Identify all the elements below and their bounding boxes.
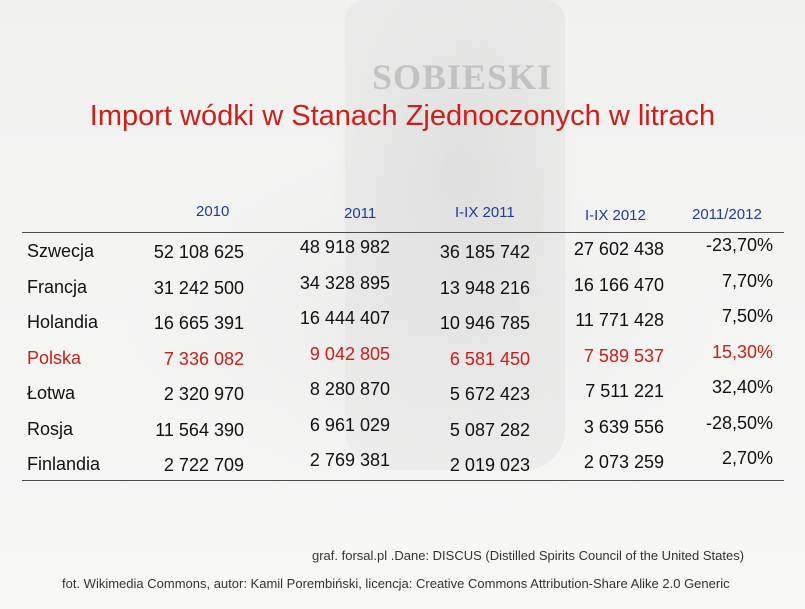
row-value: 16 444 407 bbox=[299, 308, 390, 328]
bottle-brand-text: SOBIESKI bbox=[372, 57, 553, 97]
row-value: 5 087 282 bbox=[449, 419, 530, 440]
row-value: 11 564 390 bbox=[155, 419, 244, 440]
row-country: Polska bbox=[27, 347, 82, 368]
source-note: graf. forsal.pl .Dane: DISCUS (Distilled… bbox=[312, 548, 745, 563]
row-value: 7 511 221 bbox=[585, 381, 664, 401]
row-value: 9 042 805 bbox=[309, 343, 390, 364]
row-value: 16 166 470 bbox=[573, 274, 664, 295]
row-value: 13 948 216 bbox=[439, 277, 530, 298]
row-country: Szwecja bbox=[27, 241, 95, 261]
row-value: 36 185 742 bbox=[439, 242, 530, 262]
row-country: Francja bbox=[27, 276, 88, 297]
row-country: Rosja bbox=[27, 418, 74, 439]
row-value: 27 602 438 bbox=[573, 239, 664, 259]
photo-credit: fot. Wikimedia Commons, autor: Kamil Por… bbox=[62, 576, 730, 591]
row-value: 10 946 785 bbox=[439, 313, 530, 333]
row-value: 2,70% bbox=[721, 448, 773, 468]
row-value: 2 019 023 bbox=[449, 455, 530, 475]
row-value: -23,70% bbox=[705, 235, 773, 255]
column-header: I-IX 2011 bbox=[455, 204, 515, 221]
row-value: 52 108 625 bbox=[153, 242, 244, 262]
row-value: 11 771 428 bbox=[575, 310, 664, 330]
row-value: 48 918 982 bbox=[299, 237, 390, 257]
row-value: -28,50% bbox=[705, 412, 773, 433]
row-value: 6 961 029 bbox=[309, 414, 390, 435]
row-value: 7,70% bbox=[721, 270, 773, 291]
row-value: 3 639 556 bbox=[583, 416, 664, 437]
row-value: 8 280 870 bbox=[309, 379, 390, 399]
row-value: 31 242 500 bbox=[153, 277, 244, 298]
row-value: 2 769 381 bbox=[309, 450, 390, 470]
bottle-photo bbox=[345, 0, 565, 470]
row-value: 7,50% bbox=[721, 306, 773, 326]
table-bottom-rule bbox=[22, 480, 784, 481]
column-header: 2011/2012 bbox=[692, 206, 762, 223]
row-country: Finlandia bbox=[27, 454, 101, 474]
row-value: 2 073 259 bbox=[583, 452, 664, 472]
column-header: I-IX 2012 bbox=[585, 207, 646, 224]
row-value: 32,40% bbox=[711, 377, 773, 397]
column-header: 2011 bbox=[344, 205, 377, 222]
row-value: 34 328 895 bbox=[299, 272, 390, 293]
row-value: 7 336 082 bbox=[163, 348, 244, 369]
column-header: 2010 bbox=[196, 203, 230, 220]
row-value: 6 581 450 bbox=[449, 348, 530, 369]
table-top-rule bbox=[22, 232, 784, 233]
row-value: 15,30% bbox=[711, 341, 773, 362]
row-value: 7 589 537 bbox=[583, 345, 664, 366]
row-country: Łotwa bbox=[27, 383, 76, 403]
row-value: 16 665 391 bbox=[153, 313, 244, 333]
row-value: 5 672 423 bbox=[449, 384, 530, 404]
row-value: 2 320 970 bbox=[163, 384, 244, 404]
row-value: 2 722 709 bbox=[163, 455, 244, 475]
chart-title: Import wódki w Stanach Zjednoczonych w l… bbox=[89, 100, 716, 132]
row-country: Holandia bbox=[27, 312, 99, 332]
